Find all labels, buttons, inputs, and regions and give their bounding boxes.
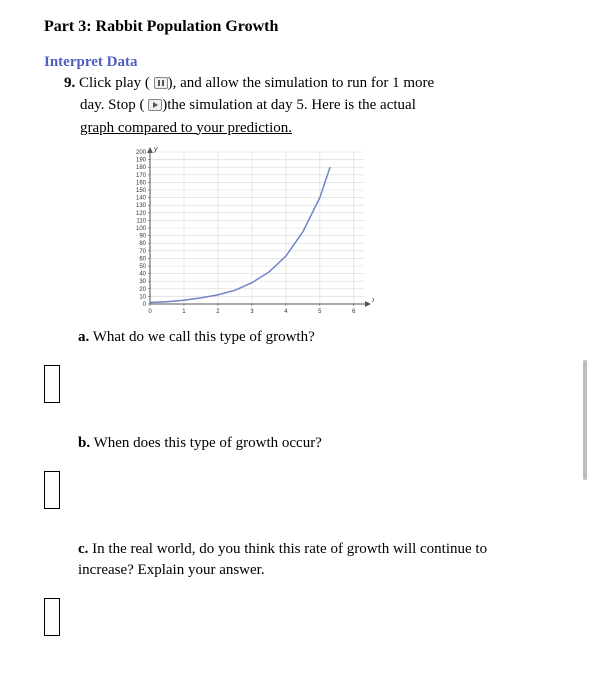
svg-text:130: 130 — [136, 203, 147, 209]
svg-text:110: 110 — [136, 218, 146, 224]
sub-a-text: What do we call this type of growth? — [93, 329, 315, 345]
sub-b-text: When does this type of growth occur? — [94, 435, 322, 451]
subquestion-b: b. When does this type of growth occur? — [78, 433, 549, 453]
svg-text:50: 50 — [139, 264, 146, 270]
q9-line1: 9. Click play ( ), and allow the simulat… — [64, 73, 549, 93]
svg-text:70: 70 — [139, 249, 146, 255]
section-heading: Interpret Data — [44, 54, 549, 71]
svg-text:40: 40 — [139, 271, 146, 277]
svg-text:0: 0 — [148, 309, 152, 315]
svg-text:160: 160 — [136, 180, 147, 186]
q9-line2: day. Stop ( )the simulation at day 5. He… — [64, 95, 549, 115]
svg-text:170: 170 — [136, 173, 147, 179]
svg-text:x: x — [371, 297, 374, 304]
svg-text:150: 150 — [136, 188, 147, 194]
scrollbar-thumb[interactable] — [583, 360, 587, 480]
play-icon — [148, 99, 162, 111]
svg-text:30: 30 — [139, 279, 146, 285]
q9-text-1a: Click play ( — [79, 75, 150, 91]
svg-text:140: 140 — [136, 195, 147, 201]
sub-b-label: b. — [78, 435, 90, 451]
chart-svg: 0102030405060708090100110120130140150160… — [114, 146, 374, 321]
sub-a-label: a. — [78, 329, 89, 345]
svg-text:10: 10 — [139, 294, 146, 300]
scrollbar[interactable] — [583, 360, 587, 560]
sub-c-text: In the real world, do you think this rat… — [78, 541, 487, 577]
answer-box-b[interactable] — [44, 471, 60, 509]
svg-text:120: 120 — [136, 211, 147, 217]
svg-text:3: 3 — [250, 309, 254, 315]
svg-text:100: 100 — [136, 226, 147, 232]
q9-text-2a: day. Stop ( — [80, 97, 144, 113]
svg-text:20: 20 — [139, 287, 146, 293]
svg-text:4: 4 — [284, 309, 288, 315]
growth-chart: 0102030405060708090100110120130140150160… — [114, 146, 549, 321]
worksheet-page: Part 3: Rabbit Population Growth Interpr… — [0, 0, 593, 666]
q9-text-1b: ), and allow the simulation to run for 1… — [168, 75, 435, 91]
svg-text:2: 2 — [216, 309, 220, 315]
answer-box-c[interactable] — [44, 598, 60, 636]
svg-text:1: 1 — [182, 309, 186, 315]
svg-text:90: 90 — [139, 233, 146, 239]
pause-icon — [154, 77, 168, 89]
part-title: Part 3: Rabbit Population Growth — [44, 18, 549, 36]
svg-text:80: 80 — [139, 241, 146, 247]
q9-number: 9. — [64, 75, 75, 91]
svg-text:y: y — [153, 146, 158, 153]
answer-box-a[interactable] — [44, 365, 60, 403]
subquestion-c: c. In the real world, do you think this … — [78, 539, 498, 580]
sub-c-label: c. — [78, 541, 88, 557]
svg-text:180: 180 — [136, 165, 147, 171]
svg-text:190: 190 — [136, 157, 147, 163]
svg-text:60: 60 — [139, 256, 146, 262]
svg-text:6: 6 — [352, 309, 356, 315]
svg-text:200: 200 — [136, 150, 147, 156]
q9-line3: graph compared to your prediction. — [64, 118, 372, 138]
subquestion-a: a. What do we call this type of growth? — [78, 327, 549, 347]
question-9: 9. Click play ( ), and allow the simulat… — [44, 73, 549, 140]
svg-text:5: 5 — [318, 309, 322, 315]
q9-text-2b: )the simulation at day 5. Here is the ac… — [162, 97, 416, 113]
svg-text:0: 0 — [143, 302, 147, 308]
